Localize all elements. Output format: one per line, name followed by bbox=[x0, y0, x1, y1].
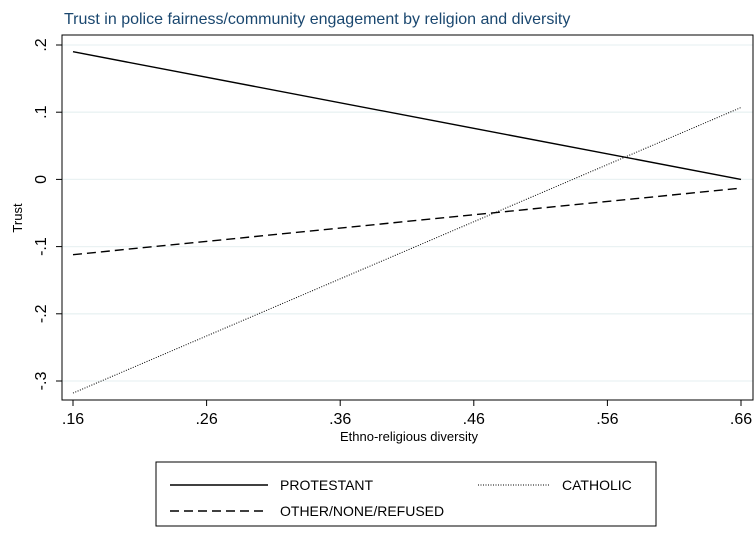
series-line-catholic bbox=[72, 107, 742, 394]
y-tick-label: -.3 bbox=[33, 372, 50, 391]
series-lines bbox=[72, 51, 742, 394]
x-tick-label: .66 bbox=[730, 411, 752, 428]
plot-frame bbox=[61, 34, 754, 401]
x-tick-label: .26 bbox=[195, 411, 217, 428]
y-axis-ticks: -.3 -.2 -.1 0 .1 .2 bbox=[33, 38, 62, 390]
y-tick-label: 0 bbox=[33, 175, 50, 184]
legend-label-protestant: PROTESTANT bbox=[280, 477, 374, 493]
legend-box bbox=[155, 461, 657, 527]
legend-label-other-none-refused: OTHER/NONE/REFUSED bbox=[280, 503, 444, 519]
series-line-protestant bbox=[72, 51, 742, 181]
y-tick-label: .1 bbox=[33, 105, 50, 118]
x-tick-label: .56 bbox=[596, 411, 618, 428]
chart-title: Trust in police fairness/community engag… bbox=[64, 11, 570, 28]
legend-label-catholic: CATHOLIC bbox=[562, 477, 632, 493]
y-tick-label: -.1 bbox=[33, 237, 50, 256]
x-axis-title: Ethno-religious diversity bbox=[340, 429, 479, 444]
legend: PROTESTANT CATHOLIC OTHER/NONE/REFUSED bbox=[155, 461, 657, 527]
series-line-other-none-refused bbox=[72, 187, 742, 256]
y-tick-label: .2 bbox=[33, 38, 50, 51]
y-axis-title: Trust bbox=[10, 203, 25, 233]
x-tick-label: .36 bbox=[329, 411, 351, 428]
x-axis-ticks: .16 .26 .36 .46 .56 .66 bbox=[62, 400, 752, 428]
x-tick-label: .16 bbox=[62, 411, 84, 428]
x-tick-label: .46 bbox=[463, 411, 485, 428]
grid-lines bbox=[62, 44, 753, 382]
y-tick-label: -.2 bbox=[33, 304, 50, 323]
